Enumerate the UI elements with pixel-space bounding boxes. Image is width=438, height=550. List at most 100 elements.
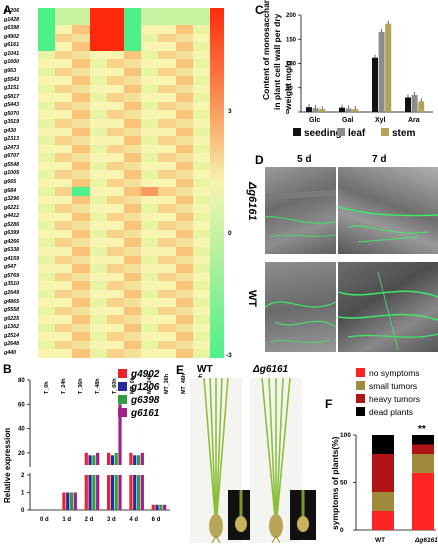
heatmap-cell bbox=[89, 332, 108, 342]
heatmap-cell bbox=[55, 144, 73, 154]
heatmap-row-label: g440 bbox=[4, 349, 17, 356]
heatmap-cell bbox=[55, 306, 73, 316]
heatmap-cell bbox=[72, 255, 91, 265]
x-tick-label: 2 d bbox=[85, 517, 94, 523]
heatmap-cell bbox=[72, 153, 91, 163]
bar bbox=[110, 455, 114, 465]
heatmap-row-label: g647 bbox=[4, 264, 17, 271]
heatmap-cell bbox=[124, 101, 142, 111]
heatmap-cell bbox=[55, 289, 73, 299]
heatmap-cell bbox=[55, 178, 73, 188]
heatmap-cell bbox=[192, 161, 211, 171]
heatmap-cell bbox=[158, 255, 177, 265]
heatmap-cell bbox=[89, 221, 108, 231]
heatmap-cell bbox=[38, 298, 56, 308]
heatmap-cell bbox=[106, 264, 125, 274]
heatmap-cell bbox=[192, 247, 211, 257]
heatmap-cell bbox=[38, 195, 56, 205]
heatmap-cell bbox=[55, 16, 73, 26]
heatmap-cell bbox=[158, 340, 177, 350]
heatmap-cell bbox=[158, 332, 177, 342]
heatmap-cell bbox=[89, 349, 108, 359]
legend-label: leaf bbox=[348, 128, 366, 139]
bar bbox=[92, 455, 96, 465]
heatmap-cell bbox=[158, 33, 177, 43]
heatmap-cell bbox=[38, 315, 56, 325]
heatmap-cell bbox=[106, 25, 125, 35]
heatmap-cell bbox=[141, 170, 159, 180]
heatmap-cell bbox=[192, 33, 211, 43]
heatmap-cell bbox=[38, 93, 56, 103]
y-axis-label-line2: in plant cell wall per dry bbox=[272, 13, 282, 110]
heatmap-cell bbox=[175, 110, 194, 120]
heatmap-cell bbox=[89, 110, 108, 120]
bar bbox=[411, 95, 418, 112]
heatmap-cell bbox=[38, 50, 56, 60]
bar bbox=[84, 452, 88, 465]
heatmap-cell bbox=[55, 204, 73, 214]
heatmap-cell bbox=[55, 33, 73, 43]
heatmap-cell bbox=[72, 264, 91, 274]
heatmap-cell bbox=[72, 212, 91, 222]
heatmap-cell bbox=[141, 42, 159, 52]
heatmap-cell bbox=[72, 76, 91, 86]
heatmap-cell bbox=[175, 332, 194, 342]
heatmap-row-label: g6338 bbox=[4, 247, 20, 254]
heatmap-cell bbox=[72, 315, 91, 325]
x-tick-label: 0 d bbox=[40, 517, 49, 523]
y-axis-label: Relative expression bbox=[3, 428, 12, 503]
heatmap-row-label: g5070 bbox=[4, 110, 20, 117]
heatmap-cell bbox=[141, 323, 159, 333]
heatmap-cell bbox=[175, 118, 194, 128]
heatmap-cell bbox=[192, 136, 211, 146]
heatmap-cell bbox=[158, 272, 177, 282]
heatmap-cell bbox=[158, 25, 177, 35]
heatmap-cell bbox=[55, 127, 73, 137]
heatmap-row-label: g5543 bbox=[4, 76, 20, 83]
heatmap-cell bbox=[106, 16, 125, 26]
heatmap-cell bbox=[89, 33, 108, 43]
y-tick-label: 0 bbox=[21, 508, 25, 514]
heatmap-cell bbox=[106, 84, 125, 94]
heatmap-cell bbox=[175, 272, 194, 282]
panel-e-label: E bbox=[176, 363, 185, 377]
heatmap-cell bbox=[192, 264, 211, 274]
heatmap bbox=[38, 8, 211, 359]
heatmap-cell bbox=[175, 25, 194, 35]
heatmap-cell bbox=[124, 170, 142, 180]
heatmap-cell bbox=[175, 161, 194, 171]
heatmap-cell bbox=[141, 204, 159, 214]
heatmap-cell bbox=[55, 255, 73, 265]
heatmap-cell bbox=[38, 255, 56, 265]
heatmap-cell bbox=[38, 101, 56, 111]
stacked-segment bbox=[372, 454, 394, 492]
panel-c-label: C bbox=[255, 3, 264, 17]
heatmap-cell bbox=[72, 281, 91, 291]
heatmap-cell bbox=[141, 281, 159, 291]
heatmap-cell bbox=[158, 59, 177, 69]
heatmap-cell bbox=[124, 84, 142, 94]
heatmap-cell bbox=[72, 42, 91, 52]
heatmap-cell bbox=[124, 67, 142, 77]
heatmap-cell bbox=[55, 349, 73, 359]
heatmap-row-label: g6399 bbox=[4, 230, 20, 237]
heatmap-cell bbox=[72, 272, 91, 282]
heatmap-cell bbox=[175, 42, 194, 52]
heatmap-cell bbox=[141, 221, 159, 231]
heatmap-row-label: g4266 bbox=[4, 238, 20, 245]
heatmap-cell bbox=[158, 170, 177, 180]
heatmap-cell bbox=[141, 349, 159, 359]
heatmap-cell bbox=[192, 332, 211, 342]
heatmap-cell bbox=[158, 289, 177, 299]
heatmap-cell bbox=[38, 178, 56, 188]
heatmap-cell bbox=[106, 67, 125, 77]
heatmap-cell bbox=[124, 16, 142, 26]
x-tick-label: WT bbox=[375, 537, 385, 544]
heatmap-cell bbox=[141, 136, 159, 146]
heatmap-cell bbox=[38, 8, 56, 18]
heatmap-cell bbox=[89, 229, 108, 239]
heatmap-cell bbox=[38, 16, 56, 26]
bar bbox=[114, 452, 118, 465]
heatmap-cell bbox=[72, 25, 91, 35]
panel-e-wt-label: WT bbox=[197, 364, 213, 375]
